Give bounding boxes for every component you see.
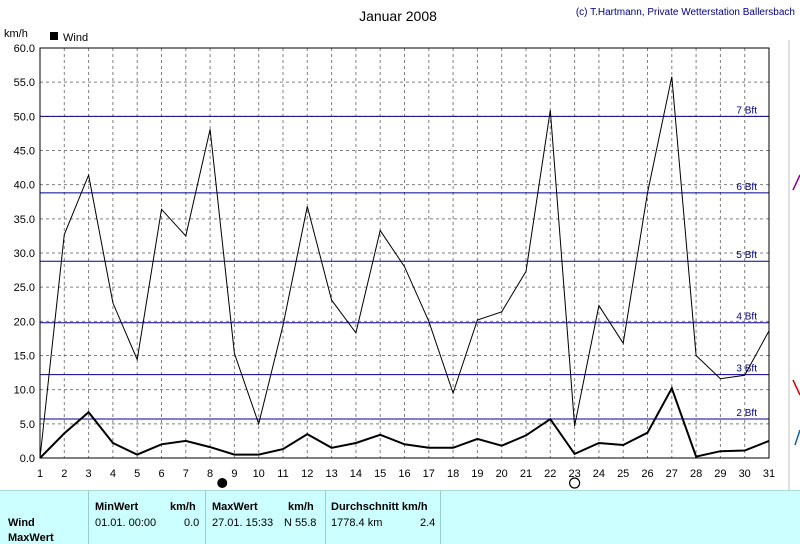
credit-text: (c) T.Hartmann, Private Wetterstation Ba… bbox=[576, 7, 795, 18]
max-unit: km/h bbox=[288, 501, 314, 513]
y-tick-label: 20.0 bbox=[14, 316, 35, 328]
y-tick-label: 55.0 bbox=[14, 77, 35, 89]
avg-value: 2.4 bbox=[420, 517, 436, 529]
full-moon-icon bbox=[568, 477, 581, 489]
max-date: 27.01. 15:33 bbox=[212, 517, 274, 529]
x-tick-label: 7 bbox=[183, 468, 189, 480]
y-axis-unit: km/h bbox=[4, 28, 28, 40]
beaufort-label: 2 Bft bbox=[736, 408, 757, 419]
plot-border bbox=[39, 47, 770, 459]
legend-label: Wind bbox=[63, 32, 88, 44]
x-tick-label: 26 bbox=[641, 468, 653, 480]
x-tick-label: 24 bbox=[593, 468, 605, 480]
x-tick-label: 17 bbox=[423, 468, 435, 480]
row-label-wind: Wind bbox=[8, 517, 35, 529]
x-tick-label: 4 bbox=[110, 468, 116, 480]
y-tick-label: 35.0 bbox=[14, 214, 35, 226]
x-tick-label: 16 bbox=[398, 468, 410, 480]
grid bbox=[40, 48, 769, 458]
x-tick-label: 3 bbox=[86, 468, 92, 480]
min-header: MinWert bbox=[95, 501, 139, 513]
x-tick-label: 21 bbox=[520, 468, 532, 480]
axes: 1 2 3 4 5 6 7 8 9 10 11 12 13 14 15 16 17 18 19 20 21 22 23 24 2… bbox=[14, 43, 775, 489]
series bbox=[39, 76, 770, 459]
y-tick-label: 0.0 bbox=[20, 453, 35, 465]
x-tick-label: 18 bbox=[447, 468, 459, 480]
x-tick-label: 27 bbox=[666, 468, 678, 480]
y-tick-label: 40.0 bbox=[14, 180, 35, 192]
x-tick-label: 13 bbox=[325, 468, 337, 480]
min-value: 0.0 bbox=[184, 517, 200, 529]
x-tick-label: 14 bbox=[350, 468, 362, 480]
y-tick-label: 10.0 bbox=[14, 385, 35, 397]
new-moon-icon bbox=[217, 478, 228, 488]
series-line-maxwert bbox=[39, 76, 770, 459]
chart-title: Januar 2008 bbox=[359, 8, 437, 24]
y-tick-label: 15.0 bbox=[14, 351, 35, 363]
legend-swatch bbox=[50, 32, 58, 40]
x-tick-label: 29 bbox=[714, 468, 726, 480]
row-label-maxwert: MaxWert bbox=[8, 532, 54, 544]
beaufort-label: 6 Bft bbox=[736, 182, 757, 193]
x-tick-label: 12 bbox=[301, 468, 313, 480]
min-date: 01.01. 00:00 bbox=[95, 517, 157, 529]
x-tick-label: 5 bbox=[134, 468, 140, 480]
x-tick-label: 9 bbox=[231, 468, 237, 480]
x-tick-label: 31 bbox=[763, 468, 775, 480]
series-line-wind bbox=[39, 385, 770, 459]
wind-chart: Januar 2008 (c) T.Hartmann, Private Wett… bbox=[4, 7, 800, 490]
beaufort-label: 4 Bft bbox=[736, 312, 757, 323]
beaufort-label: 3 Bft bbox=[736, 364, 757, 375]
max-value: N 55.8 bbox=[284, 517, 317, 529]
x-tick-label: 2 bbox=[61, 468, 67, 480]
x-tick-label: 15 bbox=[374, 468, 386, 480]
y-tick-label: 50.0 bbox=[14, 111, 35, 123]
x-tick-label: 25 bbox=[617, 468, 629, 480]
summary-footer: Wind MaxWert MinWert km/h 01.01. 00:00 0… bbox=[0, 490, 800, 544]
beaufort-label: 7 Bft bbox=[736, 105, 757, 116]
x-tick-label: 22 bbox=[544, 468, 556, 480]
max-header: MaxWert bbox=[212, 501, 258, 513]
x-tick-label: 30 bbox=[739, 468, 751, 480]
x-tick-label: 23 bbox=[568, 468, 580, 480]
x-tick-label: 11 bbox=[277, 468, 288, 480]
x-tick-label: 28 bbox=[690, 468, 702, 480]
x-tick-label: 10 bbox=[253, 468, 265, 480]
x-tick-label: 19 bbox=[471, 468, 483, 480]
right-edge-fragment bbox=[788, 40, 800, 490]
x-tick-label: 8 bbox=[207, 468, 213, 480]
y-tick-label: 60.0 bbox=[14, 43, 35, 55]
y-tick-label: 5.0 bbox=[20, 419, 35, 431]
beaufort-label: 5 Bft bbox=[736, 250, 757, 261]
y-tick-label: 30.0 bbox=[14, 248, 35, 260]
x-tick-label: 6 bbox=[158, 468, 164, 480]
x-tick-label: 20 bbox=[496, 468, 508, 480]
y-tick-label: 25.0 bbox=[14, 282, 35, 294]
avg-header: Durchschnitt km/h bbox=[331, 501, 428, 513]
x-tick-label: 1 bbox=[37, 468, 43, 480]
y-tick-label: 45.0 bbox=[14, 146, 35, 158]
avg-distance: 1778.4 km bbox=[331, 517, 383, 529]
min-unit: km/h bbox=[170, 501, 196, 513]
beaufort-lines: 2 Bft 3 Bft 4 Bft 5 Bft 6 Bft 7 Bft bbox=[40, 105, 769, 420]
